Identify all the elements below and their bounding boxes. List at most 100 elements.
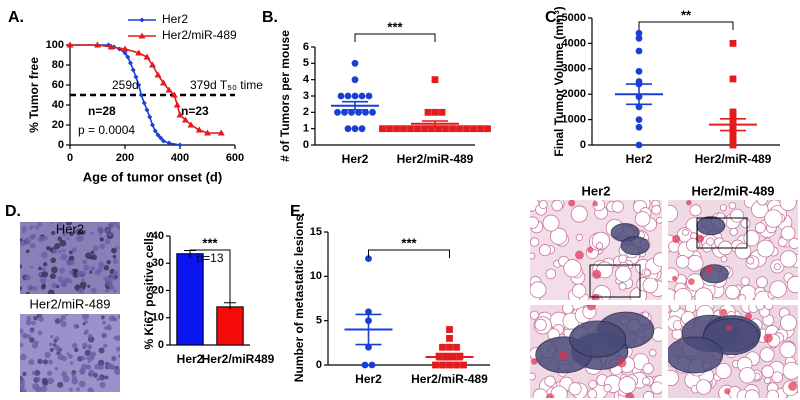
curve-point	[135, 49, 143, 56]
vessel	[719, 308, 728, 317]
nucleus	[62, 375, 70, 383]
curve-point	[204, 129, 211, 136]
curve-point	[133, 74, 139, 80]
curve-point	[154, 71, 162, 78]
alveolus	[642, 362, 654, 375]
vessel	[591, 293, 600, 300]
alveolus	[530, 281, 547, 299]
nucleus	[80, 278, 85, 283]
significance-bracket	[354, 33, 436, 42]
data-point	[729, 40, 737, 47]
nucleus	[52, 248, 58, 254]
nucleus	[35, 386, 42, 392]
nucleus	[111, 355, 117, 362]
curve-point	[158, 135, 164, 141]
y-tick-label: 40	[152, 230, 164, 242]
y-tick-label: 2	[303, 106, 309, 118]
data-point	[337, 92, 345, 100]
vessel	[726, 324, 733, 331]
nucleus	[57, 381, 64, 388]
nucleus	[90, 266, 96, 271]
nucleus	[71, 372, 76, 377]
y-tick-label: 10	[152, 312, 164, 324]
nucleus	[24, 274, 31, 281]
annotation: 379d T₅₀ time	[190, 78, 263, 92]
panel-label: E.	[290, 203, 305, 220]
nucleus	[58, 250, 62, 254]
nucleus	[90, 287, 97, 294]
alveolus	[759, 347, 775, 363]
alveolus	[651, 205, 662, 215]
y-tick-label: 30	[152, 257, 164, 269]
data-point	[635, 123, 643, 131]
nucleus	[78, 227, 82, 231]
vessel	[592, 269, 602, 279]
x-tick-label: Her2/miR-489	[397, 152, 474, 166]
lesion	[620, 236, 650, 256]
nucleus	[99, 237, 104, 242]
y-tick-label: 1	[303, 123, 309, 135]
y-tick-label: 10	[310, 270, 322, 282]
vessel	[763, 333, 773, 343]
alveolus	[575, 233, 583, 241]
nucleus	[29, 242, 36, 249]
alveolus	[669, 305, 681, 312]
alveolus	[756, 276, 768, 289]
texture	[668, 200, 798, 300]
data-point	[379, 125, 386, 133]
alveolus	[740, 218, 751, 229]
vessel	[587, 246, 594, 254]
significance-bracket	[368, 249, 450, 258]
y-axis-label: % Ki67 positive cells	[142, 231, 156, 349]
data-point	[470, 125, 477, 133]
alveolus	[544, 375, 556, 387]
inset-box	[589, 264, 641, 298]
data-point	[400, 125, 407, 133]
alveolus	[530, 237, 540, 247]
nucleus	[54, 336, 60, 341]
nucleus	[112, 366, 116, 370]
annotation: n=28	[88, 104, 116, 118]
nucleus	[40, 251, 48, 259]
texture	[530, 200, 662, 300]
nucleus	[114, 335, 120, 341]
alveolus	[615, 265, 632, 283]
y-tick-label: 20	[52, 119, 64, 131]
nucleus	[49, 347, 54, 352]
annotation: p = 0.0004	[78, 123, 135, 137]
alveolus	[648, 348, 657, 357]
curve-point	[187, 121, 195, 128]
alveolus	[695, 379, 712, 395]
panel-label: B.	[262, 9, 278, 26]
nucleus	[31, 320, 36, 326]
alveolus	[729, 227, 738, 237]
nucleus	[38, 271, 43, 277]
legend-label: Her2/miR-489	[162, 28, 237, 42]
nucleus	[26, 334, 32, 339]
lesion	[569, 320, 627, 358]
y-tick-label: 5	[316, 315, 322, 327]
alveolus	[652, 252, 662, 267]
nucleus	[25, 319, 32, 326]
texture	[668, 305, 798, 398]
alveolus	[779, 341, 797, 359]
y-tick-label: 100	[46, 39, 64, 51]
nucleus	[30, 265, 34, 269]
alveolus	[761, 365, 775, 378]
vessel	[672, 234, 681, 244]
data-point	[446, 343, 453, 351]
nucleus	[37, 330, 43, 336]
nucleus	[82, 342, 88, 349]
nucleus	[98, 376, 102, 380]
texture	[20, 314, 120, 392]
nucleus	[61, 231, 68, 237]
alveolus	[754, 222, 766, 234]
nucleus	[22, 371, 27, 377]
vessel	[687, 278, 695, 285]
curve-point	[152, 128, 158, 134]
nucleus	[94, 269, 101, 276]
data-point	[421, 125, 428, 133]
significance: ***	[202, 235, 218, 250]
alveolus	[545, 268, 557, 280]
significance: ***	[387, 19, 403, 34]
